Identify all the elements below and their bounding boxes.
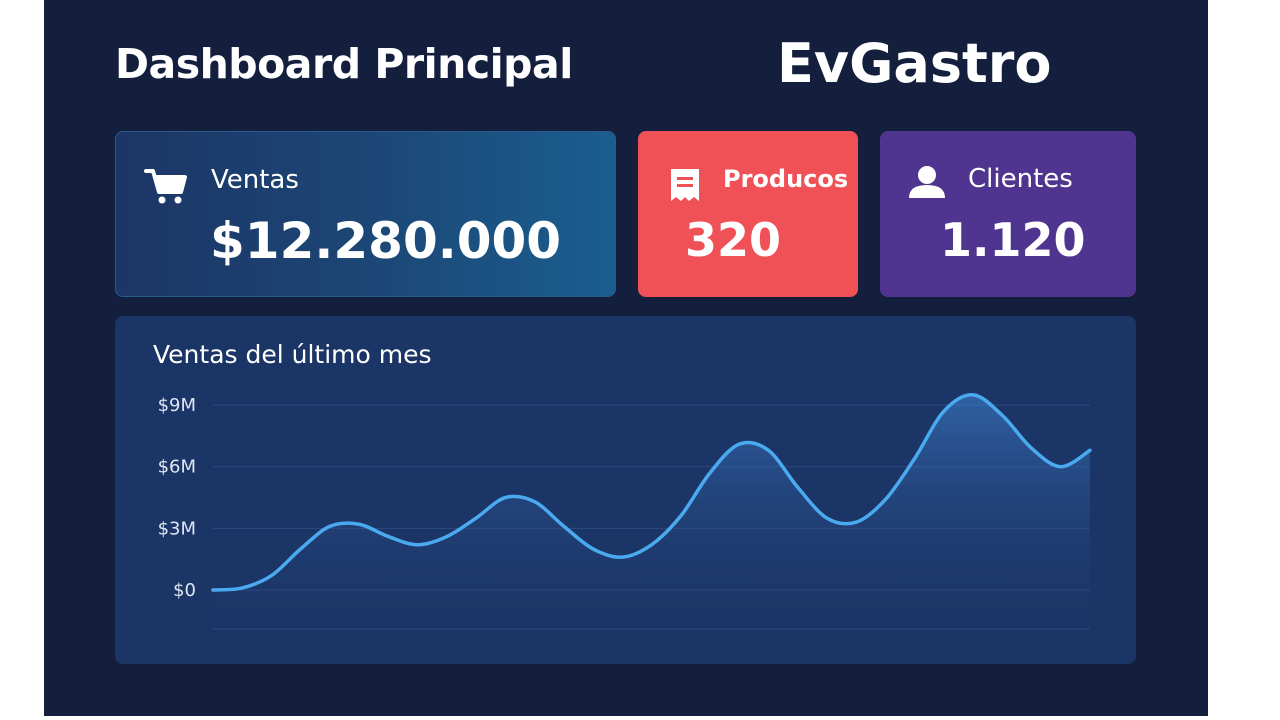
chart-data-point <box>357 522 361 526</box>
products-label: Producos <box>723 165 849 193</box>
y-tick-label: $3M <box>158 518 196 539</box>
clients-label: Clientes <box>968 164 1073 194</box>
sales-line-chart: $0 $3M $6M $9M <box>158 393 1092 630</box>
chart-series-line <box>211 393 1092 592</box>
chart-data-point <box>708 471 712 475</box>
chart-data-point <box>971 393 975 397</box>
products-value: 320 <box>685 213 782 267</box>
chart-data-point <box>416 543 420 547</box>
chart-data-point <box>1030 446 1034 450</box>
y-tick-label: $9M <box>158 395 196 416</box>
brand-logo: EvGastro <box>777 32 1052 95</box>
chart-data-point <box>328 524 332 528</box>
chart-data-point <box>942 409 946 413</box>
y-tick-label: $0 <box>173 580 196 601</box>
chart-title: Ventas del último mes <box>153 340 432 369</box>
y-tick-label: $6M <box>158 457 196 478</box>
clients-value: 1.120 <box>940 213 1086 267</box>
chart-data-point <box>211 588 215 592</box>
sales-chart-panel: Ventas del último mes $0 $3M $6M $9M <box>115 316 1136 664</box>
chart-data-point <box>679 514 683 518</box>
chart-data-point <box>883 498 887 502</box>
chart-data-point <box>913 457 917 461</box>
chart-data-point <box>1088 448 1092 452</box>
chart-data-point <box>562 524 566 528</box>
chart-data-point <box>240 586 244 590</box>
chart-data-point <box>299 547 303 551</box>
sales-value: $12.280.000 <box>210 212 562 270</box>
chart-data-point <box>854 520 858 524</box>
clients-card[interactable]: Clientes 1.120 <box>880 131 1136 297</box>
chart-data-point <box>825 516 829 520</box>
chart-data-point <box>269 574 273 578</box>
chart-data-point <box>1000 413 1004 417</box>
receipt-icon <box>669 167 701 207</box>
chart-data-point <box>386 535 390 539</box>
sales-card[interactable]: Ventas $12.280.000 <box>115 131 616 297</box>
user-icon <box>907 164 947 204</box>
chart-data-point <box>591 547 595 551</box>
chart-data-point <box>503 496 507 500</box>
products-card[interactable]: Producos 320 <box>638 131 858 297</box>
chart-area-fill <box>213 394 1090 629</box>
chart-data-point <box>737 442 741 446</box>
shopping-cart-icon <box>144 166 188 210</box>
chart-data-point <box>650 543 654 547</box>
page-title: Dashboard Principal <box>115 40 573 88</box>
chart-data-point <box>445 535 449 539</box>
chart-data-point <box>796 485 800 489</box>
chart-data-point <box>620 555 624 559</box>
chart-data-point <box>1059 465 1063 469</box>
sales-label: Ventas <box>211 165 299 195</box>
dashboard-app: Dashboard Principal EvGastro Ventas $12.… <box>44 0 1208 716</box>
chart-data-point <box>533 500 537 504</box>
chart-data-point <box>766 448 770 452</box>
chart-data-point <box>474 516 478 520</box>
